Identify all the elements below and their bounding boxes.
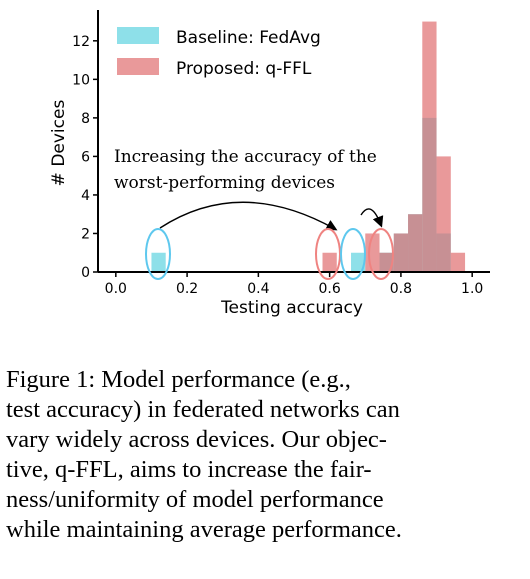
caption-line-2: test accuracy) in federated networks can bbox=[6, 396, 400, 423]
caption-line-4: tive, q-FFL, aims to increase the fair- bbox=[6, 456, 372, 483]
long-arrow bbox=[159, 201, 338, 231]
short-arrow bbox=[360, 208, 384, 228]
x-tick-label-3: 0.6 bbox=[319, 281, 341, 297]
bar-proposed-1 bbox=[365, 233, 380, 272]
x-tick-label-1: 0.2 bbox=[176, 281, 198, 297]
bar-proposed-6 bbox=[436, 156, 451, 272]
y-tick-label-2: 4 bbox=[81, 188, 90, 204]
y-tick-label-6: 12 bbox=[72, 34, 90, 50]
legend-swatch-baseline bbox=[117, 27, 159, 44]
bar-proposed-4 bbox=[408, 214, 423, 272]
bar-proposed-0 bbox=[322, 252, 337, 272]
annotation-line-2: worst-performing devices bbox=[114, 173, 335, 193]
legend-label-baseline: Baseline: FedAvg bbox=[176, 28, 321, 48]
legend-label-proposed: Proposed: q-FFL bbox=[176, 59, 312, 79]
x-tick-label-2: 0.4 bbox=[247, 281, 269, 297]
figure-caption: Figure 1: Model performance (e.g., test … bbox=[6, 365, 520, 545]
highlight-circle-1 bbox=[145, 228, 171, 280]
legend-swatch-proposed bbox=[117, 58, 159, 75]
bar-proposed-5 bbox=[422, 21, 437, 272]
y-tick-label-4: 8 bbox=[81, 111, 90, 127]
axes-group bbox=[97, 10, 490, 273]
bars-group bbox=[151, 21, 466, 272]
caption-line-5: ness/uniformity of model performance bbox=[6, 486, 384, 513]
caption-line-6: while maintaining average performance. bbox=[6, 516, 402, 543]
y-tick-label-5: 10 bbox=[72, 72, 90, 88]
bar-baseline-0 bbox=[151, 252, 166, 272]
bar-proposed-3 bbox=[393, 233, 409, 272]
x-axis-title: Testing accuracy bbox=[220, 298, 363, 318]
histogram-chart: 0.0 0.2 0.4 0.6 0.8 1.0 0 2 4 6 8 10 12 # Devices Te… bbox=[49, 10, 490, 318]
x-tick-label-5: 1.0 bbox=[461, 281, 483, 297]
y-tick-label-0: 0 bbox=[81, 265, 90, 281]
annotation-line-1: Increasing the accuracy of the bbox=[114, 147, 377, 167]
y-tick-label-3: 6 bbox=[81, 149, 90, 165]
highlight-circle-4 bbox=[368, 228, 394, 280]
x-tick-label-0: 0.0 bbox=[105, 281, 127, 297]
highlight-circle-3 bbox=[340, 228, 366, 280]
bar-proposed-7 bbox=[450, 252, 466, 272]
ticks-group: 0.0 0.2 0.4 0.6 0.8 1.0 0 2 4 6 8 10 12 bbox=[72, 34, 483, 297]
x-tick-label-4: 0.8 bbox=[390, 281, 412, 297]
caption-line-3: vary widely across devices. Our objec- bbox=[6, 426, 387, 453]
y-axis-title: # Devices bbox=[49, 100, 69, 187]
legend: Baseline: FedAvg Proposed: q-FFL bbox=[117, 27, 321, 79]
caption-line-1: Figure 1: Model performance (e.g., bbox=[6, 366, 351, 393]
y-tick-label-1: 2 bbox=[81, 226, 90, 242]
bar-baseline-1 bbox=[351, 252, 366, 272]
